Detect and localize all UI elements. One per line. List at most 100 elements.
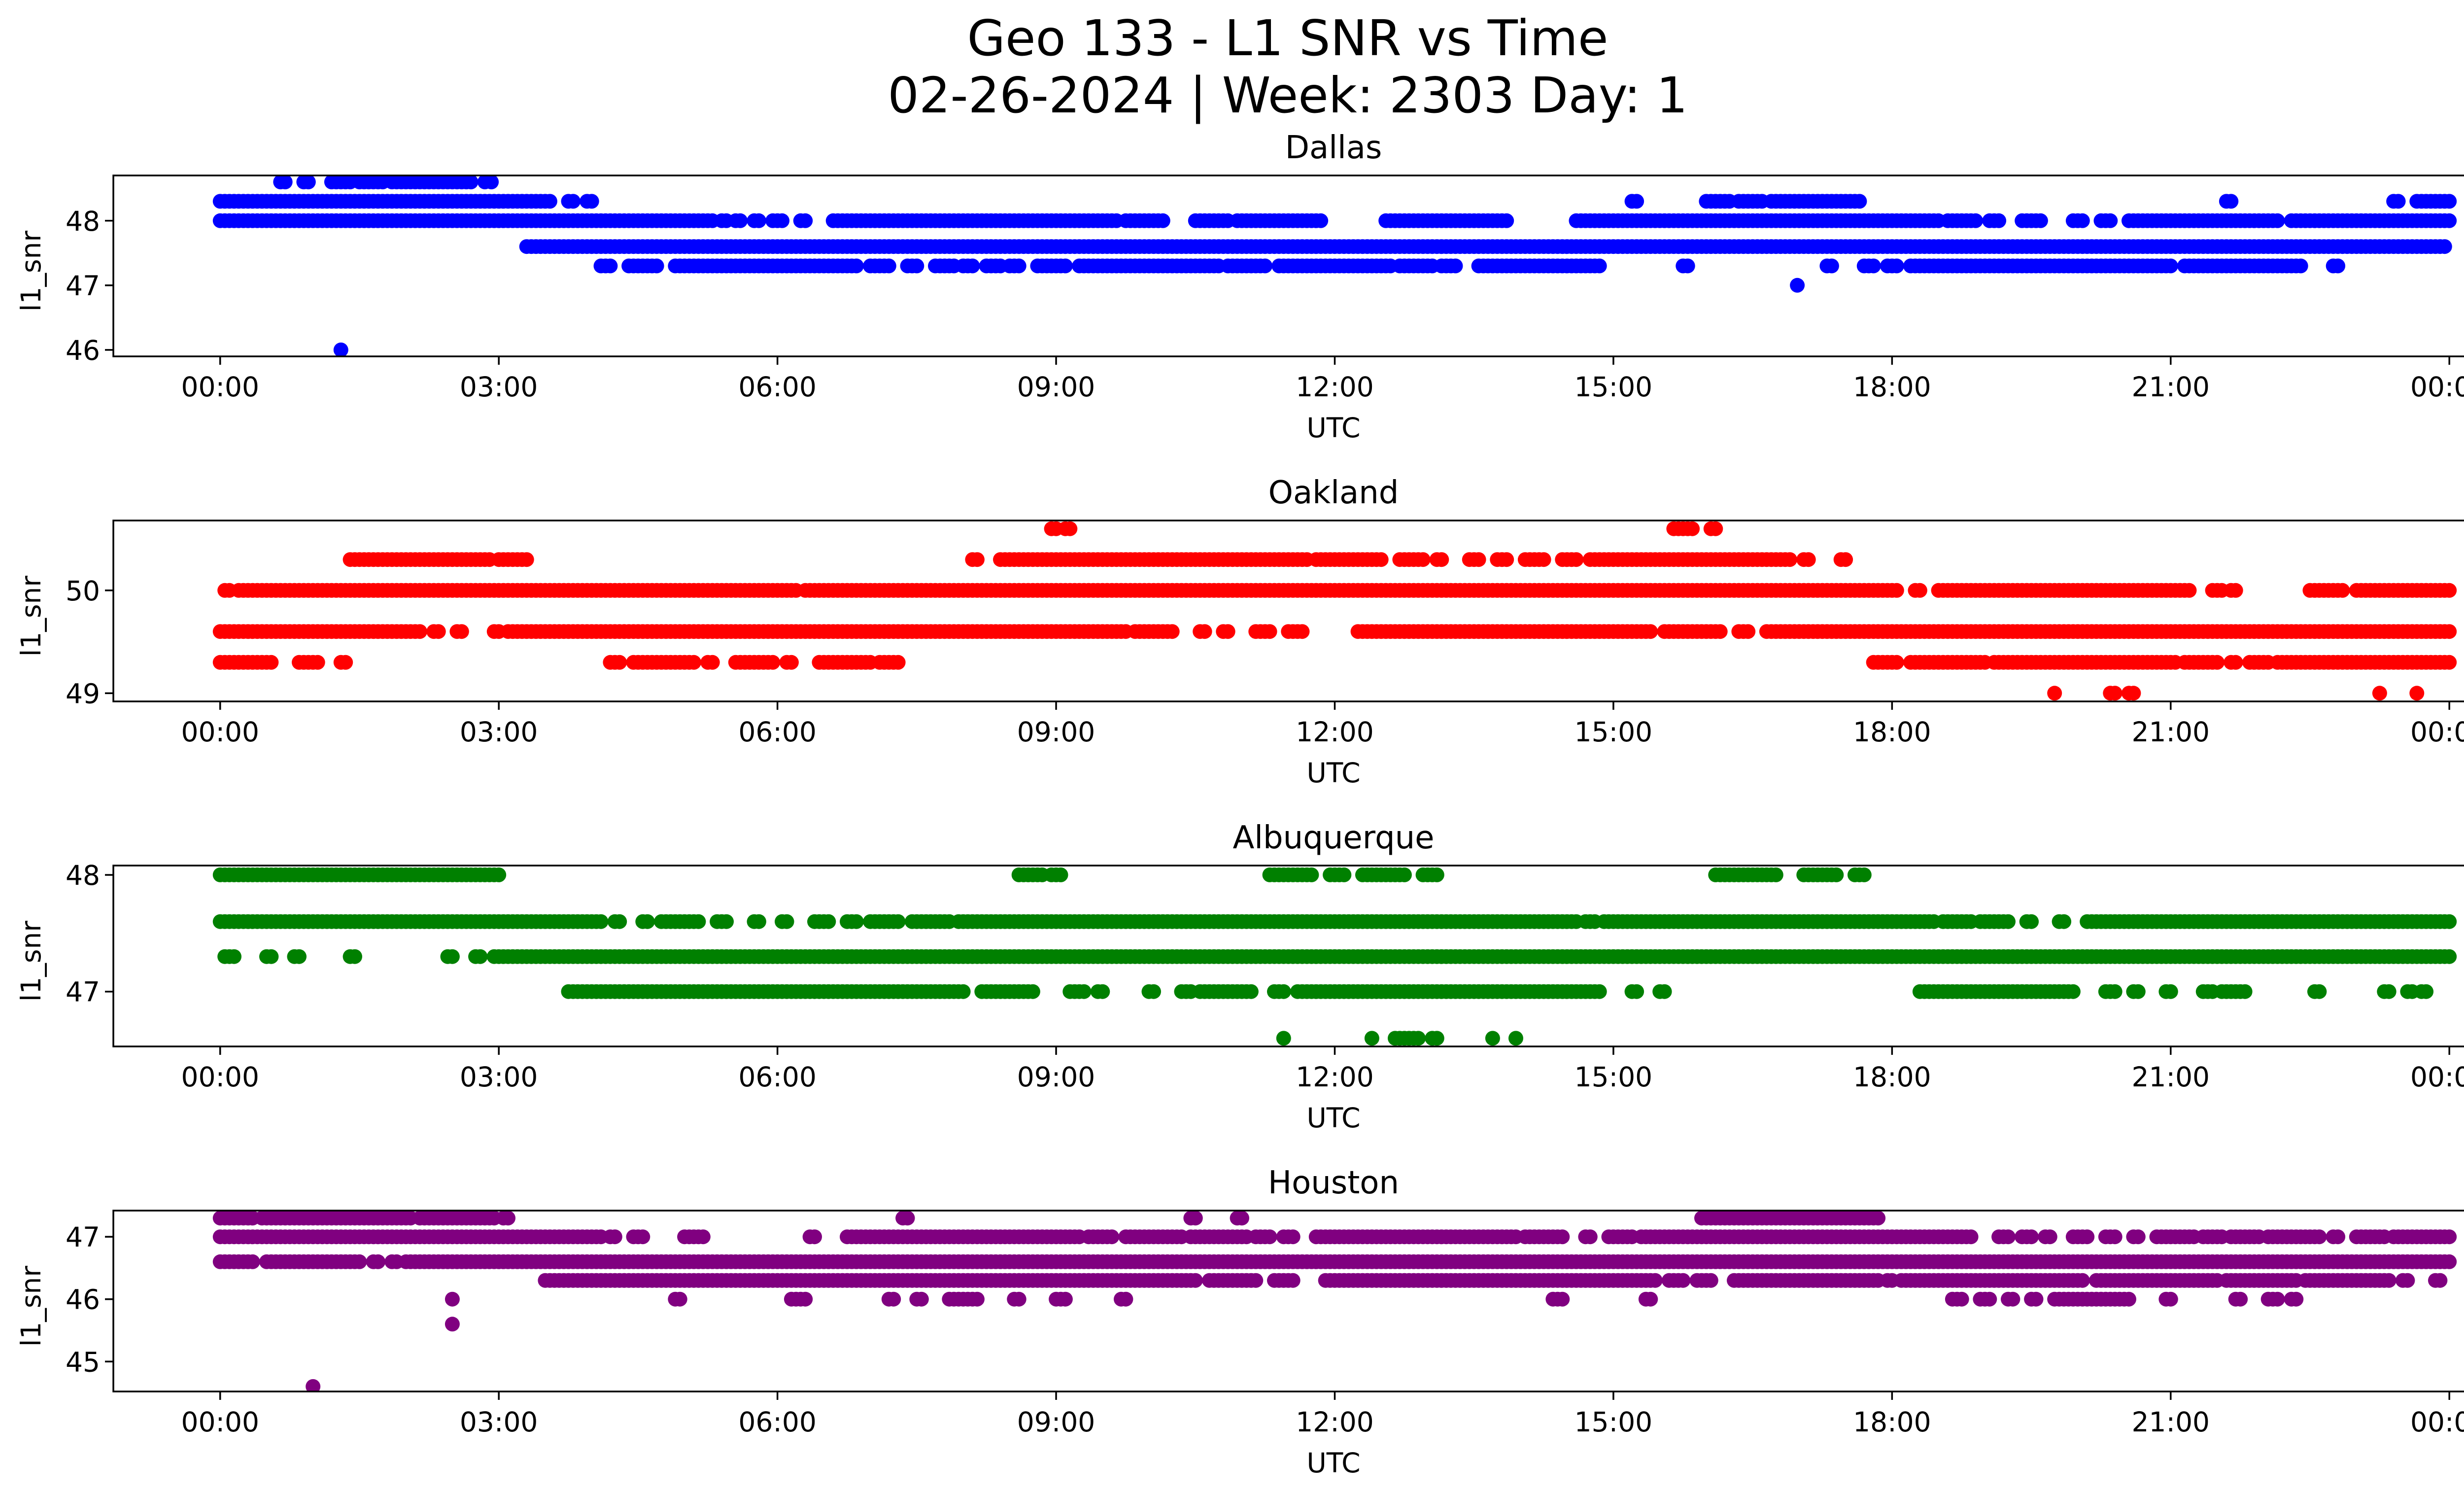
data-point (1889, 583, 1904, 598)
data-point (593, 914, 609, 929)
data-point (956, 984, 971, 999)
data-point (1258, 258, 1273, 274)
x-tick-label: 00:00 (181, 1061, 259, 1093)
data-point (807, 1229, 822, 1245)
data-point (1889, 258, 1904, 274)
data-point (412, 624, 427, 639)
x-tick-label: 06:00 (738, 1061, 817, 1093)
data-point (695, 1229, 711, 1245)
data-point (635, 1229, 650, 1245)
data-point (705, 655, 720, 670)
data-point (2065, 984, 2081, 999)
data-point (2024, 914, 2039, 929)
data-point (2210, 655, 2225, 670)
y-tick-label: 48 (66, 206, 100, 237)
data-point (1448, 258, 1463, 274)
data-point (1415, 552, 1431, 567)
y-tick-label: 49 (66, 678, 100, 709)
data-point (2047, 686, 2062, 701)
data-point (2442, 949, 2457, 964)
x-tick-label: 15:00 (1574, 716, 1653, 748)
data-point (1062, 521, 1078, 536)
data-point (1276, 1031, 1291, 1046)
data-point (1025, 984, 1040, 999)
data-point (1592, 258, 1607, 274)
y-tick-label: 47 (66, 270, 100, 302)
x-axis-label: UTC (1306, 412, 1360, 444)
data-point (1243, 984, 1259, 999)
data-point (2228, 583, 2243, 598)
data-point (2372, 686, 2387, 701)
data-point (2080, 1229, 2095, 1245)
x-axis-label: UTC (1306, 1102, 1360, 1134)
data-point (2126, 686, 2141, 701)
data-point (1429, 1031, 1444, 1046)
data-point (347, 949, 362, 964)
data-point (1095, 984, 1110, 999)
data-point (1276, 984, 1291, 999)
data-point (2107, 1229, 2122, 1245)
data-point (1871, 1211, 1886, 1226)
x-tick-label: 00:00 (181, 716, 259, 748)
x-tick-label: 00:00 (2410, 1061, 2464, 1093)
x-tick-label: 03:00 (460, 1061, 538, 1093)
panel-dallas: Dallas UTC l1_snr 00:00 03:00 06:00 09:00 12… (15, 130, 2464, 444)
y-axis-label: l1_snr (15, 921, 47, 1002)
data-point (264, 949, 279, 964)
data-point (2442, 655, 2457, 670)
data-point (798, 213, 813, 228)
data-point (649, 258, 664, 274)
data-point (1295, 624, 1310, 639)
data-point (292, 949, 307, 964)
data-point (1313, 213, 1329, 228)
data-point (784, 655, 799, 670)
data-point (2330, 1229, 2346, 1245)
data-point (1680, 258, 1695, 274)
data-point (607, 1229, 622, 1245)
data-point (1220, 624, 1235, 639)
data-point (584, 194, 599, 209)
x-tick-label: 09:00 (1017, 371, 1095, 403)
data-point (965, 258, 980, 274)
data-point (338, 655, 353, 670)
x-tick-label: 18:00 (1853, 716, 1931, 748)
data-point (890, 655, 906, 670)
y-tick-label: 50 (66, 575, 100, 607)
data-point (2103, 213, 2118, 228)
x-tick-label: 18:00 (1853, 1061, 1931, 1093)
data-point (2442, 624, 2457, 639)
data-point (849, 258, 864, 274)
x-axis-label: UTC (1306, 757, 1360, 789)
data-point (1164, 624, 1180, 639)
y-tick-label: 47 (66, 976, 100, 1008)
data-point (2130, 984, 2146, 999)
data-point (733, 213, 748, 228)
data-point (1197, 624, 1212, 639)
x-tick-label: 03:00 (460, 716, 538, 748)
panel-title: Houston (1268, 1165, 1399, 1201)
data-point (821, 914, 836, 929)
y-axis-label: l1_snr (15, 231, 47, 312)
data-point (2182, 583, 2197, 598)
data-point (301, 175, 316, 190)
data-point (1838, 552, 1853, 567)
data-point (1188, 1273, 1203, 1288)
data-point (333, 342, 348, 356)
panel-oakland: Oakland UTC l1_snr 00:00 03:00 06:00 09:00 1… (15, 475, 2464, 789)
data-point (1629, 194, 1644, 209)
y-axis-label: l1_snr (15, 576, 47, 657)
x-tick-label: 21:00 (2132, 716, 2210, 748)
x-tick-label: 12:00 (1296, 716, 1374, 748)
data-point (881, 258, 896, 274)
data-point (1285, 1229, 1300, 1245)
figure-title-line1: Geo 133 - L1 SNR vs Time (967, 9, 1608, 67)
data-point (2056, 914, 2072, 929)
data-point (501, 1211, 515, 1226)
panel-title: Albuquerque (1232, 820, 1434, 856)
data-point (2033, 213, 2048, 228)
data-point (1582, 1229, 1598, 1245)
data-point (890, 914, 906, 929)
data-point (1569, 552, 1584, 567)
data-point (1234, 1211, 1249, 1226)
